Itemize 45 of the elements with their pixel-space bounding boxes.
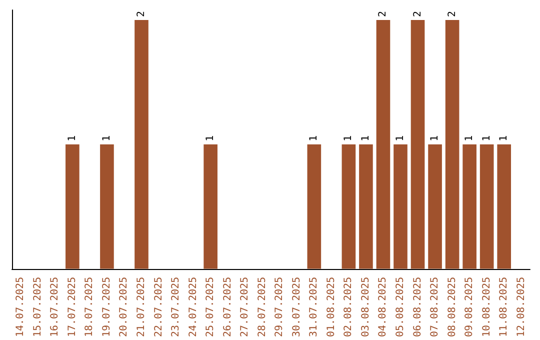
x-tick-label: 21.07.2025 (136, 276, 147, 338)
x-tick-label: 18.07.2025 (84, 276, 96, 338)
x-tick-label: 23.07.2025 (170, 276, 182, 338)
x-tick-label: 09.08.2025 (464, 276, 476, 338)
x-tick-label: 12.08.2025 (516, 276, 527, 338)
data-label: 2 (378, 10, 389, 17)
x-tick-label: 22.07.2025 (153, 276, 164, 338)
x-tick-label: 10.08.2025 (481, 276, 492, 338)
x-tick-label: 29.07.2025 (274, 276, 286, 338)
x-tick-label: 07.08.2025 (430, 276, 441, 338)
x-tick-label: 24.07.2025 (188, 276, 199, 338)
data-label: 1 (498, 135, 510, 142)
x-tick-label: 17.07.2025 (66, 276, 78, 338)
data-label: 1 (481, 135, 492, 142)
x-tick-label: 05.08.2025 (395, 276, 406, 338)
x-tick-label: 20.07.2025 (118, 276, 130, 338)
data-label: 2 (136, 10, 147, 17)
x-tick-label: 15.07.2025 (32, 276, 44, 338)
x-tick-label: 04.08.2025 (378, 276, 389, 338)
x-tick-label: 25.07.2025 (205, 276, 216, 338)
x-tick-label: 11.08.2025 (498, 276, 510, 338)
x-tick-label: 26.07.2025 (222, 276, 234, 338)
x-tick-label: 30.07.2025 (291, 276, 302, 338)
x-tick-label: 08.08.2025 (446, 276, 458, 338)
x-tick-label: 14.07.2025 (15, 276, 26, 338)
x-tick-label: 27.07.2025 (240, 276, 251, 338)
data-label: 2 (446, 10, 458, 17)
x-tick-label: 06.08.2025 (412, 276, 424, 338)
data-label: 1 (360, 135, 372, 142)
x-tick-label: 01.08.2025 (326, 276, 337, 338)
data-label: 1 (101, 135, 112, 142)
data-label: 1 (308, 135, 320, 142)
data-label: 1 (430, 135, 441, 142)
data-label: 1 (343, 135, 354, 142)
data-label: 2 (412, 10, 424, 17)
x-tick-label: 03.08.2025 (360, 276, 372, 338)
x-tick-label: 16.07.2025 (50, 276, 61, 338)
x-tick-label: 31.07.2025 (308, 276, 320, 338)
data-label: 1 (395, 135, 406, 142)
data-label: 1 (464, 135, 476, 142)
x-tick-label: 28.07.2025 (256, 276, 268, 338)
data-label: 1 (66, 135, 78, 142)
data-label: 1 (205, 135, 216, 142)
x-tick-label: 02.08.2025 (343, 276, 354, 338)
x-tick-label: 19.07.2025 (101, 276, 112, 338)
